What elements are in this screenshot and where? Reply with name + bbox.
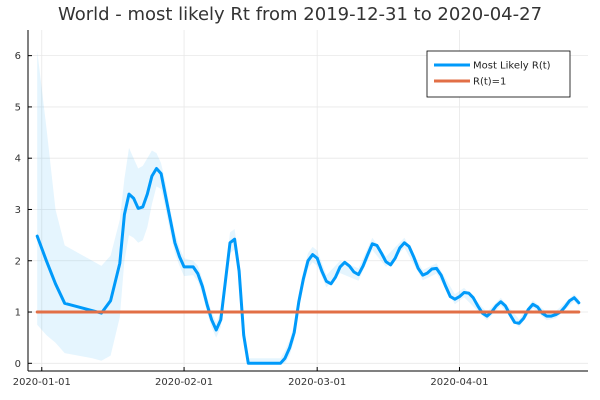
- legend-label: Most Likely R(t): [473, 61, 551, 72]
- series-layer: [35, 167, 581, 365]
- y-tick-label: 2: [15, 256, 21, 267]
- y-tick-label: 0: [15, 359, 21, 370]
- legend-box: [426, 50, 571, 98]
- y-tick-label: 5: [15, 102, 21, 113]
- axis-layer: 0 1 2 3 4 5 6 2020-01-01 2020-02-01 2020-03-01 202…: [13, 30, 588, 388]
- x-tick-label: 2020-01-01: [13, 377, 71, 388]
- x-tick-label: 2020-03-01: [288, 377, 346, 388]
- x-tick-label: 2020-02-01: [155, 377, 213, 388]
- legend-label: R(t)=1: [473, 77, 506, 88]
- legend: Most Likely R(t) R(t)=1: [426, 50, 571, 98]
- y-tick-label: 4: [15, 154, 21, 165]
- y-tick-label: 3: [15, 205, 21, 216]
- chart-title: World - most likely Rt from 2019-12-31 t…: [58, 4, 542, 25]
- x-tick-label: 2020-04-01: [430, 377, 488, 388]
- y-tick-label: 1: [15, 308, 21, 319]
- series-line-most-likely-rt: [35, 167, 581, 365]
- confidence-band-layer: [37, 50, 579, 364]
- confidence-band: [37, 50, 579, 364]
- y-tick-label: 6: [15, 51, 21, 62]
